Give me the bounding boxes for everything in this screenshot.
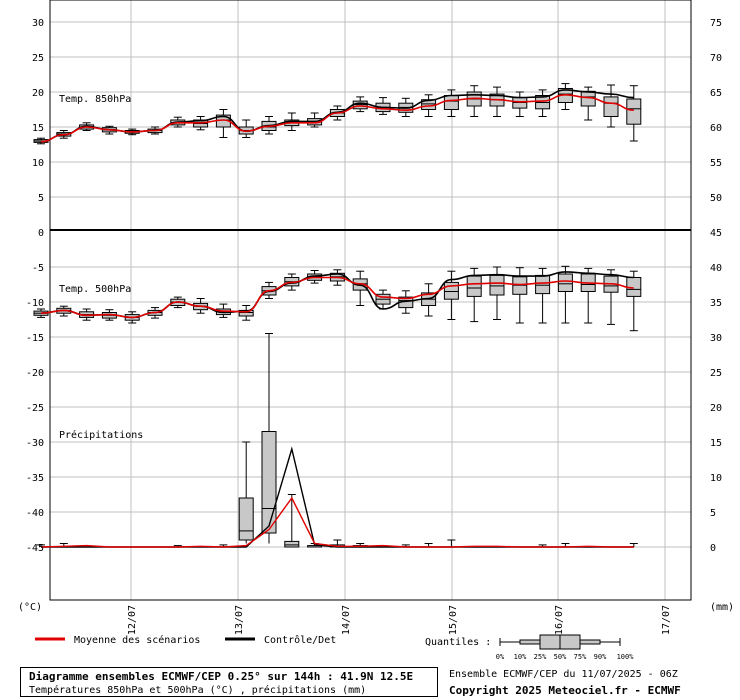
- t500-box: [535, 274, 551, 295]
- tick-label-500-right: 0: [710, 543, 716, 554]
- panel-850-label: Temp. 850hPa: [59, 94, 131, 105]
- tick-label-500-right: 15: [710, 438, 722, 449]
- mean-legend-label: Moyenne des scénarios: [74, 634, 200, 646]
- tick-label-500-right: 10: [710, 473, 722, 484]
- tick-label-850-right: 70: [710, 53, 722, 64]
- t500-box: [489, 274, 505, 296]
- chart-frame: [49, 0, 692, 601]
- tick-label-850-left: 25: [32, 53, 44, 64]
- t850-box: [603, 96, 619, 118]
- tick-label-850-left: 15: [32, 123, 44, 134]
- tick-label-850-left: 30: [32, 18, 44, 29]
- tick-label-500-left: -10: [26, 298, 44, 309]
- precip-mean-line: [40, 496, 634, 548]
- quantile-tick: 0%: [496, 653, 505, 661]
- precip-label: Précipitations: [59, 429, 143, 441]
- chart-title: Diagramme ensembles ECMWF/CEP 0.25° sur …: [29, 670, 414, 683]
- quantile-tick-labels: 0% 10% 25% 50% 75% 90% 100%: [496, 653, 634, 661]
- tick-label-850-left: 5: [38, 193, 44, 204]
- title-box: Diagramme ensembles ECMWF/CEP 0.25° sur …: [20, 667, 438, 697]
- t500-box: [557, 273, 573, 292]
- t500-box: [466, 275, 482, 297]
- right-unit: (mm): [710, 602, 734, 613]
- quantile-legend-box: [499, 634, 621, 650]
- x-tick-label: 16/07: [554, 605, 565, 635]
- control-legend-label: Contrôle/Det: [264, 634, 336, 646]
- quantile-tick: 50%: [554, 653, 567, 661]
- precip-box: [284, 540, 300, 548]
- x-tick-label: 14/07: [341, 605, 352, 635]
- tick-label-850-right: 50: [710, 193, 722, 204]
- precip-control-line: [41, 446, 634, 548]
- chart-subtitle: Températures 850hPa et 500hPa (°C) , pré…: [29, 685, 367, 696]
- quantile-tick: 100%: [617, 653, 635, 661]
- tick-label-850-left: 20: [32, 88, 44, 99]
- tick-label-500-left: 0: [38, 228, 44, 239]
- t500-mean-line: [40, 276, 634, 319]
- left-unit: (°C): [18, 602, 42, 613]
- t850-mean-line: [40, 93, 634, 143]
- quantile-tick: 75%: [574, 653, 587, 661]
- data-marks: [33, 83, 642, 548]
- quantiles-legend-label: Quantiles :: [425, 637, 491, 648]
- tick-label-500-left: -15: [26, 333, 44, 344]
- tick-label-500-left: -30: [26, 438, 44, 449]
- tick-label-500-left: -25: [26, 403, 44, 414]
- tick-label-500-right: 5: [710, 508, 716, 519]
- tick-label-850-right: 65: [710, 88, 722, 99]
- precip-box: [261, 431, 277, 534]
- quantile-tick: 90%: [594, 653, 607, 661]
- x-tick-label: 13/07: [234, 605, 245, 635]
- copyright: Copyright 2025 Meteociel.fr - ECMWF: [449, 684, 681, 697]
- tick-label-500-left: -20: [26, 368, 44, 379]
- quantile-tick: 25%: [534, 653, 547, 661]
- tick-label-500-right: 40: [710, 263, 722, 274]
- run-info: Ensemble ECMWF/CEP du 11/07/2025 - 06Z: [449, 669, 678, 680]
- x-tick-label: 17/07: [661, 605, 672, 635]
- tick-label-850-left: 10: [32, 158, 44, 169]
- tick-label-850-right: 60: [710, 123, 722, 134]
- grid-lines: [50, 0, 691, 600]
- panel-500-label: Temp. 500hPa: [59, 284, 131, 295]
- t850-box: [626, 98, 642, 125]
- tick-label-850-right: 55: [710, 158, 722, 169]
- tick-label-500-right: 20: [710, 403, 722, 414]
- tick-label-500-right: 45: [710, 228, 722, 239]
- precip-box: [238, 497, 254, 541]
- x-tick-label: 15/07: [448, 605, 459, 635]
- tick-label-500-right: 35: [710, 298, 722, 309]
- tick-label-500-left: -5: [32, 263, 44, 274]
- tick-label-850-right: 75: [710, 18, 722, 29]
- tick-label-500-left: -35: [26, 473, 44, 484]
- t850-box: [443, 95, 459, 110]
- tick-label-500-left: -45: [26, 543, 44, 554]
- tick-label-500-right: 25: [710, 368, 722, 379]
- x-tick-label: 12/07: [127, 605, 138, 635]
- tick-label-500-left: -40: [26, 508, 44, 519]
- tick-label-500-right: 30: [710, 333, 722, 344]
- quantile-tick: 10%: [514, 653, 527, 661]
